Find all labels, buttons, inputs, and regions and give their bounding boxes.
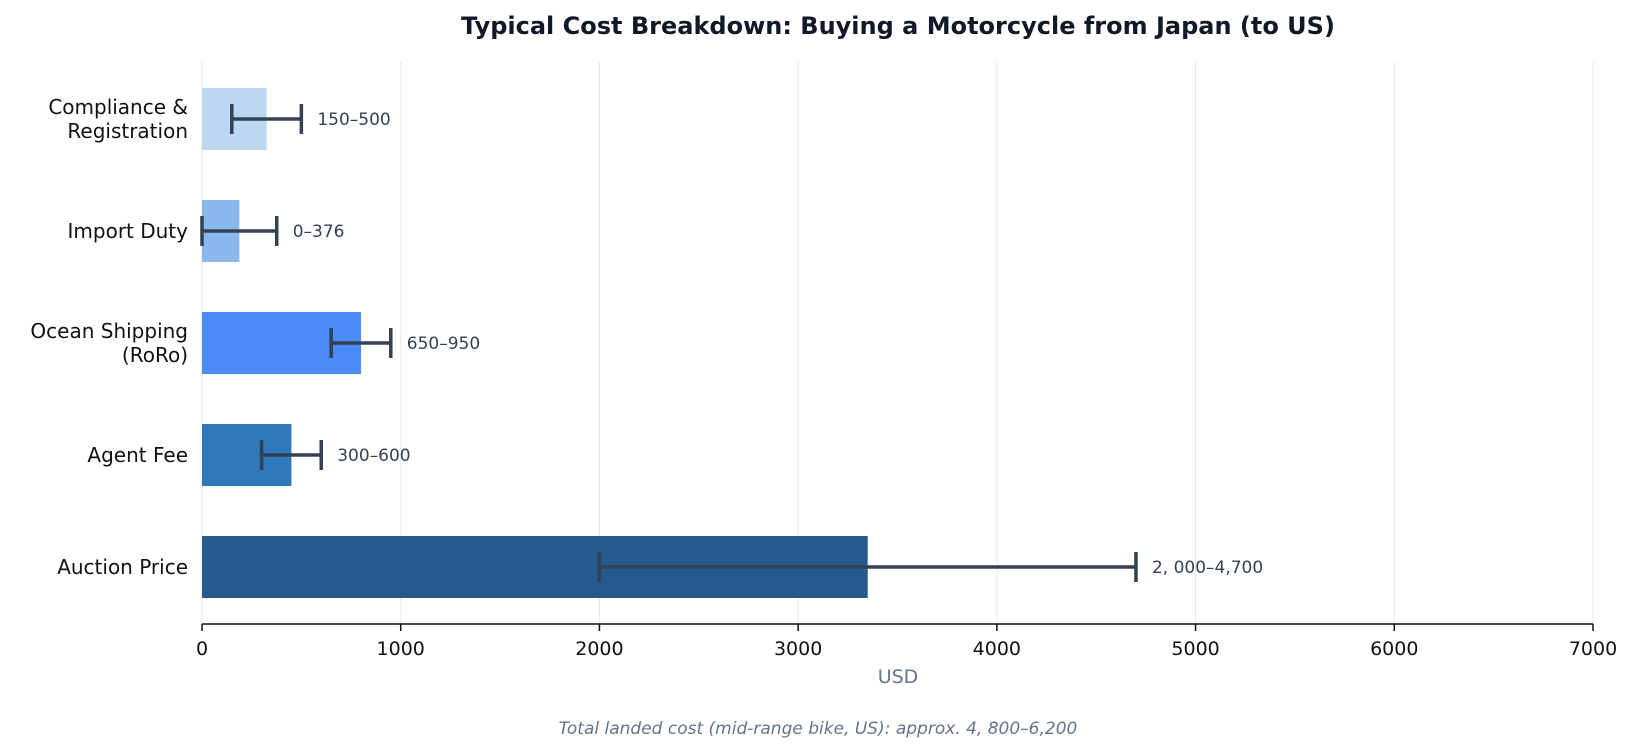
range-label: 300–600 [337, 446, 410, 466]
range-label: 0–376 [293, 222, 345, 242]
x-tick-label: 5000 [1171, 638, 1219, 660]
category-label: Import Duty [68, 219, 189, 243]
category-label: Auction Price [57, 555, 188, 579]
range-label: 2, 000–4,700 [1152, 558, 1263, 578]
range-label: 150–500 [317, 110, 390, 130]
footnote: Total landed cost (mid-range bike, US): … [559, 719, 1078, 739]
x-tick-label: 6000 [1370, 638, 1418, 660]
x-tick-label: 0 [196, 638, 208, 660]
x-tick-label: 1000 [377, 638, 425, 660]
chart-title: Typical Cost Breakdown: Buying a Motorcy… [461, 12, 1335, 40]
category-label: Ocean Shipping [30, 319, 188, 343]
grid-layer [201, 62, 1594, 624]
bar-layer [202, 88, 868, 598]
category-label: Registration [67, 119, 188, 143]
x-tick-label: 3000 [774, 638, 822, 660]
x-axis-title: USD [878, 666, 919, 688]
label-layer: 150–500 Compliance &Registration 0–376 Impo… [30, 95, 1263, 579]
error-layer [200, 104, 1138, 582]
x-tick-label: 4000 [973, 638, 1021, 660]
range-label: 650–950 [407, 334, 480, 354]
category-label: (RoRo) [122, 343, 188, 367]
category-label: Agent Fee [87, 443, 188, 467]
axis-layer: 0 1000 2000 3000 4000 5000 6000 7000 [196, 623, 1617, 660]
x-tick-label: 7000 [1569, 638, 1617, 660]
category-label: Compliance & [48, 95, 188, 119]
x-tick-label: 2000 [575, 638, 623, 660]
